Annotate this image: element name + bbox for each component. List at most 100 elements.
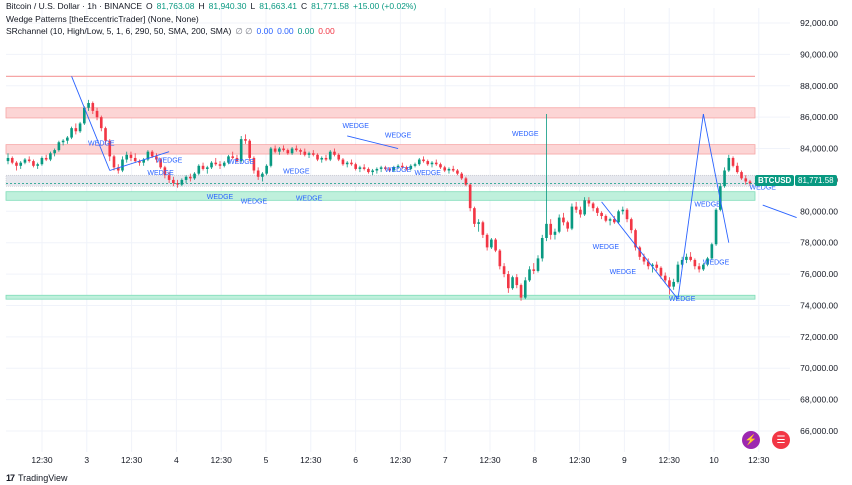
- indicator-wedge-row[interactable]: Wedge Patterns [theEccentricTrader] (Non…: [6, 13, 416, 26]
- candle-body: [621, 209, 625, 212]
- time-axis-label: 12:30: [659, 455, 681, 465]
- candle-body: [133, 157, 137, 162]
- candle-body: [422, 159, 425, 162]
- time-axis-label: 12:30: [211, 455, 233, 465]
- candle-body: [112, 156, 116, 168]
- candle-body: [494, 239, 497, 251]
- candle-body: [248, 140, 251, 158]
- candle-body: [44, 157, 48, 160]
- candle-body: [697, 266, 701, 270]
- wedge-label: WEDGE: [694, 202, 721, 209]
- wedge-trendline: [677, 113, 704, 300]
- candle-body: [574, 206, 578, 210]
- candle-body: [629, 219, 633, 231]
- wedge-trendline: [347, 135, 399, 149]
- candle-body: [180, 179, 184, 185]
- candle-body: [710, 244, 714, 259]
- candle-body: [15, 162, 18, 166]
- candle-body: [316, 154, 319, 160]
- price-axis-label: 78,000.00: [800, 238, 838, 248]
- price-axis-label: 84,000.00: [800, 144, 838, 154]
- time-axis: 12:30 3 12:30 4 12:30 5 12:30 6 12:30 7 12:30 8 12:3…: [31, 455, 769, 465]
- indicator-srchannel-row[interactable]: SRchannel (10, High/Low, 5, 1, 6, 290, 5…: [6, 25, 416, 38]
- candle-body: [19, 162, 23, 166]
- price-axis-label: 68,000.00: [800, 395, 838, 405]
- candle-body: [473, 208, 476, 224]
- wedge-label: WEDGE: [241, 198, 268, 205]
- tradingview-logo-icon: 17: [6, 473, 15, 483]
- wedge-patterns: WEDGE WEDGE WEDGE WEDGE WEDGE WEDGE WEDGE WEDGE…: [71, 76, 797, 303]
- support-zone: [5, 294, 756, 300]
- wedge-trendline: [601, 201, 679, 300]
- candle-body: [125, 154, 129, 160]
- wedge-label: WEDGE: [228, 159, 255, 166]
- wedge-label: WEDGE: [296, 195, 323, 202]
- candle-body: [333, 151, 336, 155]
- price-axis-label: 86,000.00: [800, 112, 838, 122]
- candle-body: [269, 148, 273, 166]
- candle-body: [536, 258, 540, 271]
- currency-flag-icon[interactable]: ☰: [772, 431, 790, 449]
- price-axis-label: 80,000.00: [800, 206, 838, 216]
- candle-body: [49, 153, 52, 160]
- symbol-tag: BTCUSD: [755, 175, 795, 186]
- candle-body: [53, 150, 56, 154]
- candle-body: [600, 212, 603, 217]
- wedge-label: WEDGE: [669, 296, 696, 303]
- candle-body: [354, 164, 357, 169]
- tradingview-branding[interactable]: 17 TradingView: [6, 473, 68, 483]
- candle-body: [10, 157, 14, 163]
- candle-body: [646, 261, 650, 267]
- candle-body: [184, 176, 188, 180]
- candle-body: [32, 161, 35, 166]
- candle-body: [430, 162, 434, 165]
- candle-body: [227, 156, 230, 163]
- candle-body: [596, 208, 599, 213]
- candle-body: [193, 173, 196, 179]
- candle-body: [290, 148, 294, 154]
- candle-body: [337, 154, 341, 160]
- candle-body: [286, 150, 290, 154]
- symbol-title: Bitcoin / U.S. Dollar · 1h · BINANCE: [6, 1, 143, 11]
- wedge-label: WEDGE: [415, 170, 442, 177]
- candle-body: [235, 157, 239, 162]
- candle-body: [528, 269, 531, 281]
- wedge-label: WEDGE: [749, 184, 776, 191]
- open-value: 81,763.08: [156, 1, 195, 11]
- candle-body: [311, 153, 315, 155]
- candle-body: [545, 223, 548, 238]
- candle-body: [362, 167, 366, 169]
- candle-body: [146, 151, 150, 160]
- indicator-value-2: 0.00: [277, 26, 294, 36]
- candle-body: [523, 280, 527, 298]
- candle-body: [651, 264, 654, 267]
- indicator-value-4: 0.00: [318, 26, 335, 36]
- candle-body: [214, 162, 218, 165]
- price-axis-label: 76,000.00: [800, 269, 838, 279]
- low-label: L: [250, 1, 256, 11]
- wedge-trendline: [762, 204, 797, 219]
- candle-body: [78, 123, 82, 132]
- candle-body: [740, 172, 743, 179]
- indicator-empty-values: ∅ ∅: [235, 26, 253, 36]
- indicator-shortcut-icon[interactable]: ⚡: [742, 431, 760, 449]
- candle-body: [490, 239, 493, 248]
- candle-body: [371, 170, 374, 173]
- candle-body: [210, 162, 213, 168]
- candle-body: [604, 216, 608, 221]
- candle-body: [375, 168, 379, 171]
- candle-body: [439, 164, 442, 168]
- candle-body: [218, 164, 222, 166]
- candle-body: [702, 264, 705, 270]
- last-price-tag: 81,771.58: [795, 175, 837, 186]
- candle-body: [239, 139, 243, 162]
- candle-body: [205, 167, 209, 169]
- candle-body: [625, 209, 629, 220]
- wedge-label: WEDGE: [156, 158, 183, 165]
- indicator-value-1: 0.00: [256, 26, 274, 36]
- candle-body: [40, 157, 44, 165]
- candle-body: [70, 128, 73, 138]
- candle-body: [468, 184, 472, 209]
- resistance-zone: [5, 144, 756, 155]
